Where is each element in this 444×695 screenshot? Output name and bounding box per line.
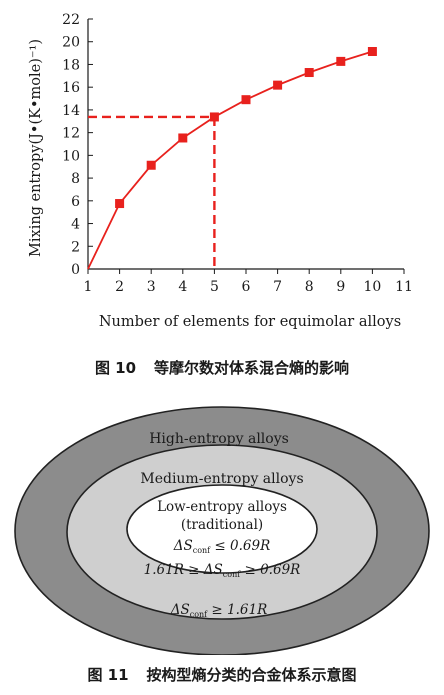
figure-11-number: 图 11 [87, 666, 129, 684]
data-point [304, 68, 314, 78]
x-tick-label: 6 [242, 279, 251, 295]
data-point [209, 112, 219, 122]
y-tick-label: 18 [62, 57, 80, 73]
medium-entropy-criterion: 1.61R ≥ ΔSconf ≥ 0.69R [144, 562, 301, 579]
series-line [87, 50, 373, 270]
x-tick-label: 2 [115, 279, 124, 295]
entropy-classification-diagram: High-entropy alloys Medium-entropy alloy… [14, 406, 430, 655]
x-tick-label: 9 [336, 279, 345, 295]
low-entropy-label-traditional: (traditional) [181, 517, 263, 533]
low-entropy-label: Low-entropy alloys [157, 499, 287, 515]
figure-11-caption: 图 11 按构型熵分类的合金体系示意图 [0, 664, 444, 685]
low-entropy-ellipse [126, 484, 318, 574]
high-entropy-criterion: ΔSconf ≥ 1.61R [170, 602, 268, 619]
data-point [336, 56, 346, 66]
chart-axes [87, 18, 405, 274]
y-tick-label: 6 [71, 194, 80, 210]
data-point [146, 160, 156, 170]
x-tick-label: 4 [178, 279, 187, 295]
y-tick-label: 20 [62, 35, 80, 51]
x-tick-label: 11 [395, 279, 413, 295]
medium-entropy-label: Medium-entropy alloys [140, 471, 303, 487]
low-entropy-criterion: ΔSconf ≤ 0.69R [173, 538, 271, 555]
y-tick-label: 2 [71, 239, 80, 255]
x-axis-label: Number of elements for equimolar alloys [99, 314, 401, 330]
data-point [367, 47, 377, 56]
y-tick-label: 0 [71, 262, 80, 278]
data-point [273, 80, 283, 90]
x-tick-label: 8 [305, 279, 314, 295]
data-point [115, 199, 125, 209]
y-axis-label: Mixing entropy(J•(K•mole)⁻¹) [28, 39, 44, 257]
y-tick-label: 22 [62, 12, 80, 28]
x-tick-label: 3 [147, 279, 156, 295]
x-tick-labels: 1 2 3 4 5 6 7 8 9 10 11 [84, 279, 413, 295]
y-tick-label: 10 [62, 148, 80, 164]
figure-10-number: 图 10 [94, 359, 137, 377]
y-tick-label: 8 [71, 171, 80, 187]
figure-10-caption: 图 10 等摩尔数对体系混合熵的影响 [0, 357, 444, 378]
y-tick-label: 16 [62, 80, 80, 96]
data-point [241, 95, 251, 105]
high-entropy-label: High-entropy alloys [149, 431, 289, 447]
y-tick-label: 4 [71, 217, 80, 233]
x-tick-label: 7 [273, 279, 282, 295]
data-point [178, 133, 188, 143]
x-tick-label: 5 [210, 279, 219, 295]
figure-11-title: 按构型熵分类的合金体系示意图 [146, 666, 357, 684]
y-tick-label: 12 [62, 126, 80, 142]
data-points [115, 47, 377, 209]
x-tick-label: 1 [84, 279, 93, 295]
y-tick-labels: 0 2 4 6 8 10 12 14 16 18 20 22 [62, 12, 80, 278]
figure-10-title: 等摩尔数对体系混合熵的影响 [154, 359, 350, 377]
y-tick-label: 14 [62, 103, 80, 119]
series-polyline [87, 50, 373, 270]
x-tick-label: 10 [363, 279, 381, 295]
highlight-guides [88, 115, 216, 269]
